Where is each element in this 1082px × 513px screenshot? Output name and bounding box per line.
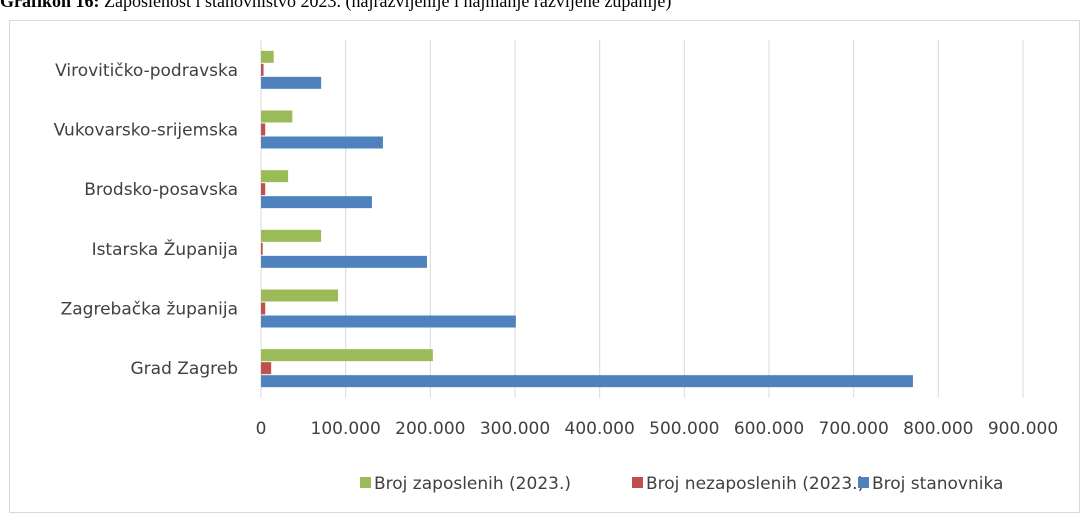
x-tick-label: 900.000 [988,419,1058,439]
bar [261,375,913,388]
y-tick-label: Brodsko-posavska [84,180,238,200]
x-tick-label: 100.000 [311,419,381,439]
legend-swatch [360,477,371,488]
x-tick-label: 800.000 [903,419,973,439]
x-tick-label: 0 [256,419,267,439]
y-tick-label: Istarska Županija [92,238,238,260]
bar [261,136,383,149]
bar [261,302,266,315]
x-tick-label: 300.000 [480,419,550,439]
x-tick-label: 700.000 [819,419,889,439]
legend-swatch [858,477,869,488]
bar [261,170,289,183]
bar [261,183,266,196]
x-tick-label: 200.000 [395,419,465,439]
bar [261,315,516,328]
chart-border [9,20,1080,513]
bar [261,50,274,63]
x-tick-label: 500.000 [649,419,719,439]
y-tick-label: Zagrebačka županija [61,300,238,320]
legend-label: Broj zaposlenih (2023.) [374,474,571,494]
bar [261,289,339,302]
y-tick-label: Grad Zagreb [131,359,239,379]
legend-swatch [632,477,643,488]
x-tick-label: 600.000 [734,419,804,439]
y-tick-label: Vukovarsko-srijemska [54,121,238,141]
chart-title: Grafikon 16: [0,0,100,11]
x-tick-label: 400.000 [565,419,635,439]
bar [261,349,433,362]
legend-label: Broj stanovnika [872,474,1003,494]
chart-subtitle: Zaposlenost i stanovništvo 2023. (najraz… [104,0,671,12]
bar [261,63,264,76]
bar [261,123,266,136]
bar [261,362,272,375]
y-tick-label: Virovitičko-podravska [55,61,238,81]
bar [261,110,293,123]
chart-title-line: Grafikon 16: Zaposlenost i stanovništvo … [0,0,671,12]
legend-label: Broj nezaposlenih (2023.) [646,474,864,494]
bar [261,229,322,242]
bar [261,242,263,255]
bar [261,196,372,209]
bar [261,255,427,268]
bar [261,76,322,89]
